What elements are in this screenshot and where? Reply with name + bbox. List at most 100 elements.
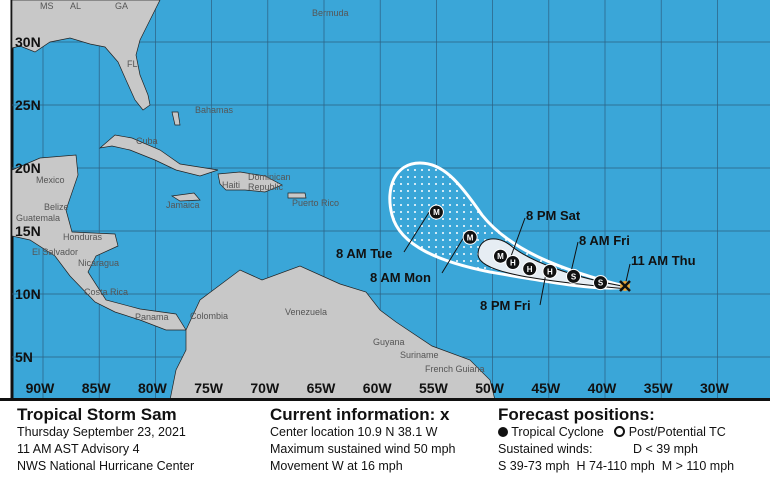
- svg-text:M: M: [497, 252, 504, 261]
- filled-circle-icon: [498, 427, 508, 437]
- label-11am-thu: 11 AM Thu: [631, 253, 696, 268]
- lon-label: 80W: [138, 380, 168, 396]
- label-suriname: Suriname: [400, 350, 439, 360]
- label-cuba: Cuba: [136, 136, 158, 146]
- lon-label: 70W: [250, 380, 280, 396]
- legend-d: D < 39 mph: [633, 442, 698, 456]
- svg-text:S: S: [598, 279, 604, 288]
- forecast-point-H: H: [522, 261, 538, 277]
- label-8am-tue: 8 AM Tue: [336, 246, 392, 261]
- hispaniola: [217, 171, 283, 193]
- time-labels: 8 AM Tue 8 AM Mon 8 PM Sat 8 AM Fri 11 A…: [336, 208, 696, 313]
- lon-label: 50W: [475, 380, 505, 396]
- label-bermuda: Bermuda: [312, 8, 349, 18]
- lon-label: 40W: [588, 380, 618, 396]
- lon-label: 35W: [644, 380, 674, 396]
- current-info: Current information: x Center location 1…: [270, 405, 456, 475]
- label-mexico: Mexico: [36, 175, 65, 185]
- current-movement: Movement W at 16 mph: [270, 459, 403, 473]
- label-republic: Republic: [248, 182, 284, 192]
- lat-label: 10N: [15, 286, 41, 302]
- label-ga: GA: [115, 1, 128, 11]
- info-panel: Tropical Storm Sam Thursday September 23…: [0, 398, 770, 488]
- lat-label: 25N: [15, 97, 41, 113]
- lon-label: 90W: [26, 380, 56, 396]
- forecast-point-S: S: [593, 275, 609, 291]
- jamaica: [170, 192, 201, 202]
- forecast-title: Forecast positions:: [498, 405, 655, 424]
- label-8pm-sat: 8 PM Sat: [526, 208, 581, 223]
- forecast-point-M: M: [428, 204, 444, 220]
- label-venezuela: Venezuela: [285, 307, 327, 317]
- label-8am-mon: 8 AM Mon: [370, 270, 431, 285]
- south-america: [169, 265, 496, 400]
- label-el-salvador: El Salvador: [32, 247, 78, 257]
- lon-label: 30W: [700, 380, 730, 396]
- current-location: Center location 10.9 N 38.1 W: [270, 425, 438, 439]
- label-8am-fri: 8 AM Fri: [579, 233, 630, 248]
- storm-advisory: 11 AM AST Advisory 4: [17, 442, 140, 456]
- southeast-us: [11, 0, 161, 111]
- forecast-point-S: S: [566, 268, 582, 284]
- lon-label: 85W: [82, 380, 112, 396]
- label-guatemala: Guatemala: [16, 213, 60, 223]
- current-position-marker: [619, 280, 631, 292]
- storm-date: Thursday September 23, 2021: [17, 425, 186, 439]
- x-icon: [619, 280, 631, 292]
- label-puerto-rico: Puerto Rico: [292, 198, 339, 208]
- open-circle-icon: [614, 426, 626, 437]
- svg-text:M: M: [433, 208, 440, 217]
- storm-source: NWS National Hurricane Center: [17, 459, 195, 473]
- current-title: Current information:: [270, 405, 436, 424]
- label-nicaragua: Nicaragua: [78, 258, 119, 268]
- label-fl: FL: [127, 59, 138, 69]
- lat-label: 5N: [15, 349, 33, 365]
- label-french-guiana: French Guiana: [425, 364, 485, 374]
- label-colombia: Colombia: [190, 311, 228, 321]
- forecast-point-M: M: [492, 248, 508, 264]
- label-al: AL: [70, 1, 81, 11]
- forecast-map: MS AL GA FL Bermuda Bahamas Cuba Mexico …: [0, 0, 770, 400]
- label-ms: MS: [40, 1, 54, 11]
- svg-text:S: S: [571, 272, 577, 281]
- lon-label: 55W: [419, 380, 449, 396]
- label-haiti: Haiti: [222, 180, 240, 190]
- place-labels: MS AL GA FL Bermuda Bahamas Cuba Mexico …: [16, 1, 485, 374]
- x-icon: x: [440, 405, 450, 424]
- label-bahamas: Bahamas: [195, 105, 234, 115]
- forecast-point-H: H: [542, 263, 558, 279]
- label-jamaica: Jamaica: [166, 200, 200, 210]
- label-costa-rica: Costa Rica: [84, 287, 128, 297]
- forecast-point-M: M: [462, 229, 478, 245]
- forecast-point-H: H: [505, 255, 521, 270]
- lon-label: 75W: [194, 380, 224, 396]
- landmasses: [11, 0, 496, 400]
- label-8pm-fri: 8 PM Fri: [480, 298, 531, 313]
- axis-labels: 90W 85W 80W 75W 70W 65W 60W 55W 50W 45W 40W 35W 30W 3…: [15, 34, 730, 396]
- svg-text:M: M: [467, 233, 474, 242]
- label-belize: Belize: [44, 202, 69, 212]
- lon-label: 45W: [531, 380, 561, 396]
- label-dominican: Dominican: [248, 172, 291, 182]
- svg-text:H: H: [547, 267, 553, 276]
- forecast-cone-outer: [388, 161, 629, 290]
- legend-scale: S 39-73 mph H 74-110 mph M > 110 mph: [498, 459, 735, 473]
- bahamas: [171, 111, 181, 126]
- svg-text:H: H: [527, 265, 533, 274]
- legend-post-tc: Post/Potential TC: [628, 425, 726, 439]
- label-honduras: Honduras: [63, 232, 103, 242]
- puerto-rico: [287, 192, 307, 199]
- storm-title: Tropical Storm Sam: [17, 405, 177, 424]
- lon-label: 65W: [307, 380, 337, 396]
- label-panama: Panama: [135, 312, 169, 322]
- graticule: [12, 0, 770, 398]
- svg-text:H: H: [510, 259, 516, 268]
- lat-label: 30N: [15, 34, 41, 50]
- current-wind: Maximum sustained wind 50 mph: [270, 442, 456, 456]
- central-america: [11, 154, 187, 331]
- lon-label: 60W: [363, 380, 393, 396]
- forecast-cone-inner: [477, 238, 629, 290]
- storm-info: Tropical Storm Sam Thursday September 23…: [17, 405, 194, 475]
- legend-winds: Sustained winds:: [498, 442, 593, 456]
